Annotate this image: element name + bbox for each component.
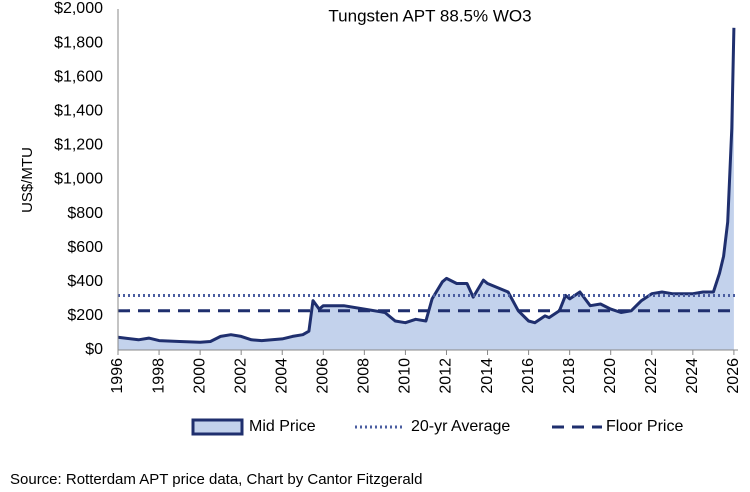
legend-label: Mid Price [249, 418, 316, 435]
y-tick-label: $600 [67, 239, 103, 256]
x-tick-label: 2012 [438, 358, 455, 394]
area-fill [118, 27, 734, 351]
y-axis-label: US$/MTU [19, 147, 36, 213]
y-tick-label: $200 [67, 307, 103, 324]
y-tick-label: $1,800 [54, 34, 103, 51]
x-tick-label: 2008 [356, 358, 373, 394]
x-tick-label: 2004 [273, 358, 290, 394]
x-tick-label: 2002 [232, 358, 249, 394]
x-tick-label: 2016 [520, 358, 537, 394]
y-tick-label: $1,400 [54, 103, 103, 120]
legend-swatch [191, 418, 244, 436]
x-tick-label: 2024 [684, 358, 701, 394]
legend-label: Floor Price [606, 418, 683, 435]
y-tick-label: $1,600 [54, 68, 103, 85]
x-tick-label: 1998 [150, 358, 167, 394]
chart-title: Tungsten APT 88.5% WO3 [328, 6, 531, 25]
legend-label: 20-yr Average [411, 418, 510, 435]
y-tick-label: $400 [67, 273, 103, 290]
y-tick-label: $1,200 [54, 137, 103, 154]
x-tick-label: 2018 [561, 358, 578, 394]
x-tick-label: 2006 [315, 358, 332, 394]
y-tick-label: $0 [85, 341, 103, 358]
x-tick-label: 2000 [191, 358, 208, 394]
y-tick-label: $2,000 [54, 0, 103, 17]
x-tick-label: 2022 [643, 358, 660, 394]
x-tick-label: 2020 [602, 358, 619, 394]
x-tick-label: 1996 [109, 358, 126, 394]
x-tick-label: 2026 [725, 358, 742, 394]
source-note: Source: Rotterdam APT price data, Chart … [10, 471, 422, 488]
y-tick-label: $1,000 [54, 171, 103, 188]
x-tick-label: 2014 [479, 358, 496, 394]
price-line [117, 27, 736, 344]
x-tick-label: 2010 [397, 358, 414, 394]
y-tick-label: $800 [67, 205, 103, 222]
